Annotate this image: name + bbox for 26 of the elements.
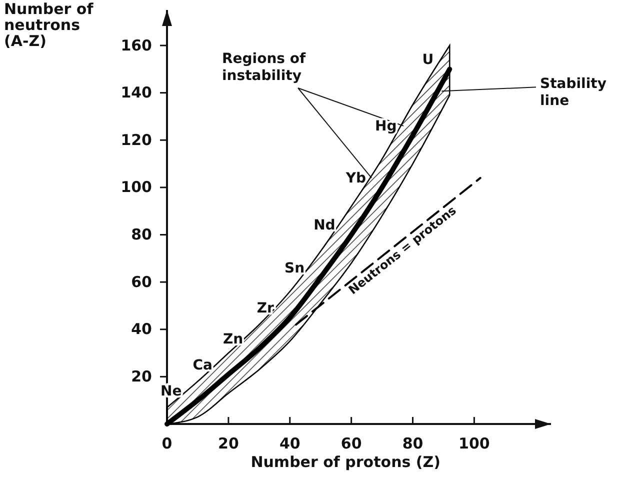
- x-tick-label: 100: [458, 434, 490, 453]
- x-tick-label: 0: [162, 434, 172, 453]
- text: Stability line: [540, 76, 606, 110]
- annotation: Hg: [375, 118, 397, 134]
- annotation: Yb: [344, 170, 366, 186]
- x-tick-label: 60: [340, 434, 362, 453]
- y-tick-label: 80: [131, 226, 152, 244]
- y-tick-label: 20: [131, 367, 152, 386]
- annotation: Nd: [314, 218, 336, 234]
- x-tick-label: 80: [402, 434, 424, 453]
- x-tick-label: 20: [218, 434, 239, 453]
- y-axis-title: Number of neutrons (A-Z): [4, 0, 94, 50]
- x-tick-label: 40: [279, 434, 300, 453]
- y-tick-label: 100: [120, 178, 152, 196]
- annotation: Regions of instability: [222, 51, 307, 84]
- annotation: Sn: [284, 260, 305, 276]
- y-tick-label: 140: [120, 84, 152, 102]
- y-tick-label: 40: [131, 320, 152, 338]
- annotation: Zr: [256, 300, 274, 317]
- y-tick-label: 120: [120, 130, 152, 149]
- x-axis-title: Number of protons (Z): [250, 453, 440, 471]
- annotation: U: [422, 52, 434, 68]
- annotation: Zn: [223, 331, 244, 348]
- y-tick-label: 160: [120, 36, 152, 54]
- annotation: Ca: [192, 357, 212, 374]
- y-tick-label: 60: [131, 272, 152, 291]
